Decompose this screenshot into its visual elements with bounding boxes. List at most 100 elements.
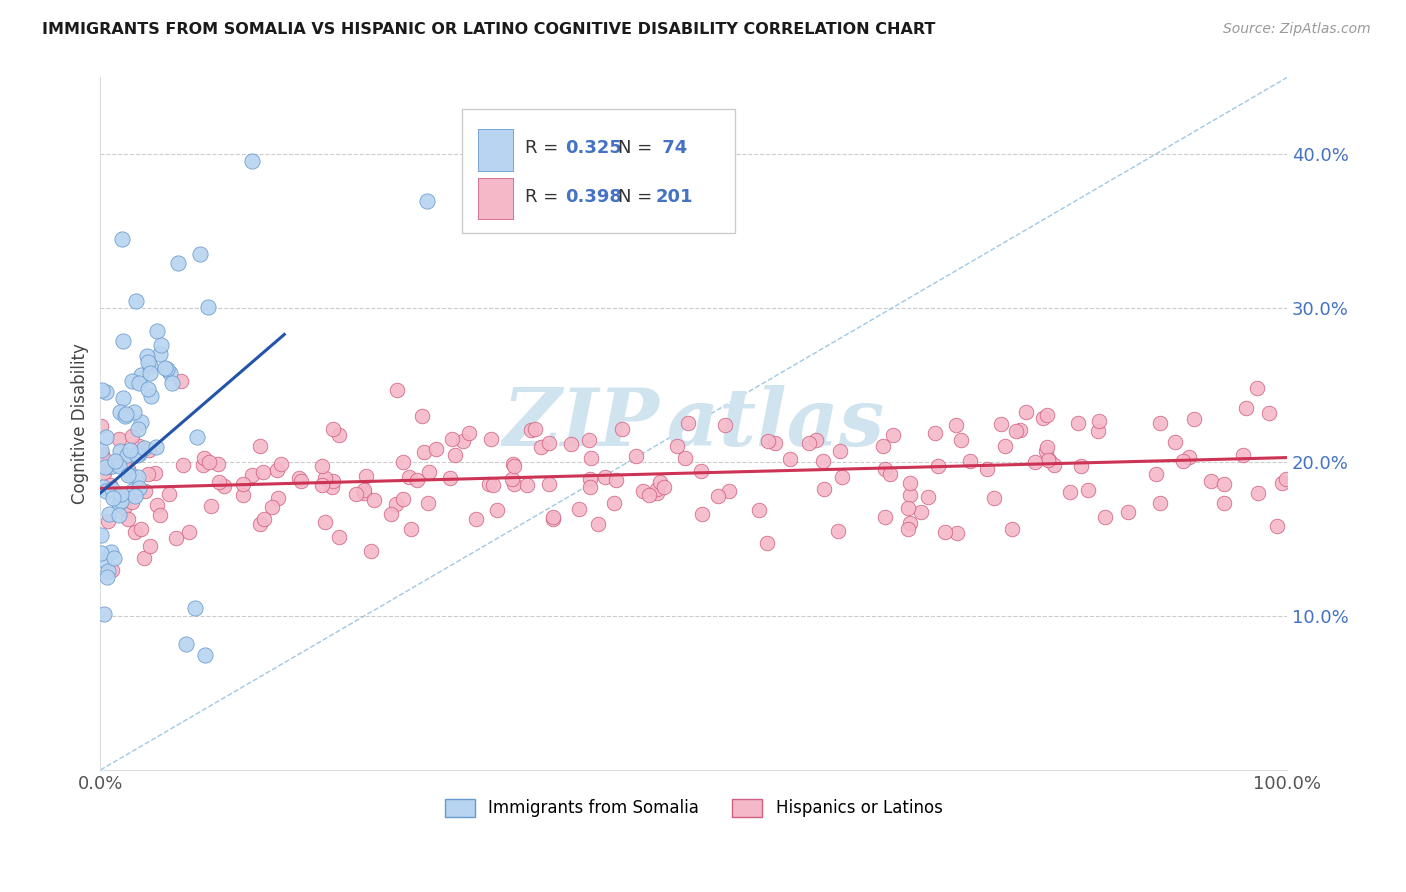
Point <box>111 391 134 405</box>
Point <box>486 502 509 516</box>
Point <box>416 496 439 510</box>
Point <box>167 256 190 270</box>
Point <box>1199 474 1222 488</box>
Point <box>200 499 222 513</box>
Point <box>897 522 920 536</box>
Text: 0.325: 0.325 <box>565 139 623 157</box>
Point <box>568 501 591 516</box>
Point <box>188 247 211 261</box>
Point <box>593 469 616 483</box>
Point <box>385 383 408 397</box>
Point <box>1246 486 1268 500</box>
Point <box>93 466 115 480</box>
Point <box>541 510 564 524</box>
Point <box>267 491 290 505</box>
Point <box>149 508 172 522</box>
Point <box>90 443 112 458</box>
Point <box>360 544 382 558</box>
Point <box>401 522 423 536</box>
Point <box>392 455 415 469</box>
Point <box>139 389 162 403</box>
Point <box>1038 453 1060 467</box>
Point <box>96 484 118 499</box>
Point <box>415 194 437 208</box>
Point <box>240 154 263 169</box>
Point <box>1087 425 1109 439</box>
Point <box>631 484 654 499</box>
Point <box>1015 405 1038 419</box>
Point <box>150 338 173 352</box>
Point <box>666 439 689 453</box>
Point <box>994 439 1017 453</box>
Point <box>690 464 713 478</box>
Point <box>579 451 602 466</box>
Point <box>134 550 156 565</box>
Y-axis label: Cognitive Disability: Cognitive Disability <box>72 343 89 504</box>
Text: N =: N = <box>617 187 658 205</box>
Point <box>198 455 221 469</box>
Point <box>93 553 115 567</box>
Point <box>363 493 385 508</box>
Text: R =: R = <box>526 139 564 157</box>
Point <box>94 384 117 399</box>
Point <box>321 479 343 493</box>
Point <box>524 422 547 436</box>
Point <box>91 447 114 461</box>
Point <box>1032 411 1054 425</box>
Text: R =: R = <box>526 187 564 205</box>
Point <box>756 536 779 550</box>
Point <box>117 512 139 526</box>
Point <box>94 430 117 444</box>
Point <box>875 510 897 524</box>
Point <box>165 531 187 545</box>
Point <box>110 487 132 501</box>
Point <box>262 500 284 514</box>
Point <box>266 463 288 477</box>
Point <box>756 434 779 449</box>
Point <box>93 607 115 622</box>
Point <box>155 361 177 376</box>
Point <box>117 448 139 462</box>
Point <box>413 445 436 459</box>
Point <box>290 474 312 488</box>
Point <box>451 434 474 448</box>
Point <box>172 458 194 472</box>
Point <box>898 488 921 502</box>
Point <box>645 485 668 500</box>
Point <box>138 539 160 553</box>
Point <box>143 466 166 480</box>
Point <box>882 428 904 442</box>
Point <box>811 454 834 468</box>
Point <box>110 405 132 419</box>
Point <box>252 466 274 480</box>
Point <box>111 232 134 246</box>
Point <box>560 437 582 451</box>
Point <box>799 436 821 450</box>
Point <box>128 439 150 453</box>
Point <box>112 500 135 515</box>
Point <box>112 456 135 470</box>
Point <box>896 500 918 515</box>
Point <box>516 477 538 491</box>
Point <box>110 494 132 508</box>
Text: 74: 74 <box>655 139 688 157</box>
Point <box>502 457 524 471</box>
Point <box>90 419 112 434</box>
Point <box>873 462 896 476</box>
Point <box>538 436 561 450</box>
Point <box>135 349 157 363</box>
Text: N =: N = <box>617 139 658 157</box>
Point <box>94 452 117 467</box>
Point <box>128 481 150 495</box>
Point <box>314 471 336 485</box>
Point <box>100 545 122 559</box>
Point <box>827 524 849 539</box>
Point <box>927 458 949 473</box>
Point <box>654 480 676 494</box>
Point <box>1059 484 1081 499</box>
Point <box>1265 518 1288 533</box>
Point <box>184 601 207 615</box>
FancyBboxPatch shape <box>478 178 513 219</box>
Point <box>114 409 136 424</box>
Point <box>910 505 932 519</box>
